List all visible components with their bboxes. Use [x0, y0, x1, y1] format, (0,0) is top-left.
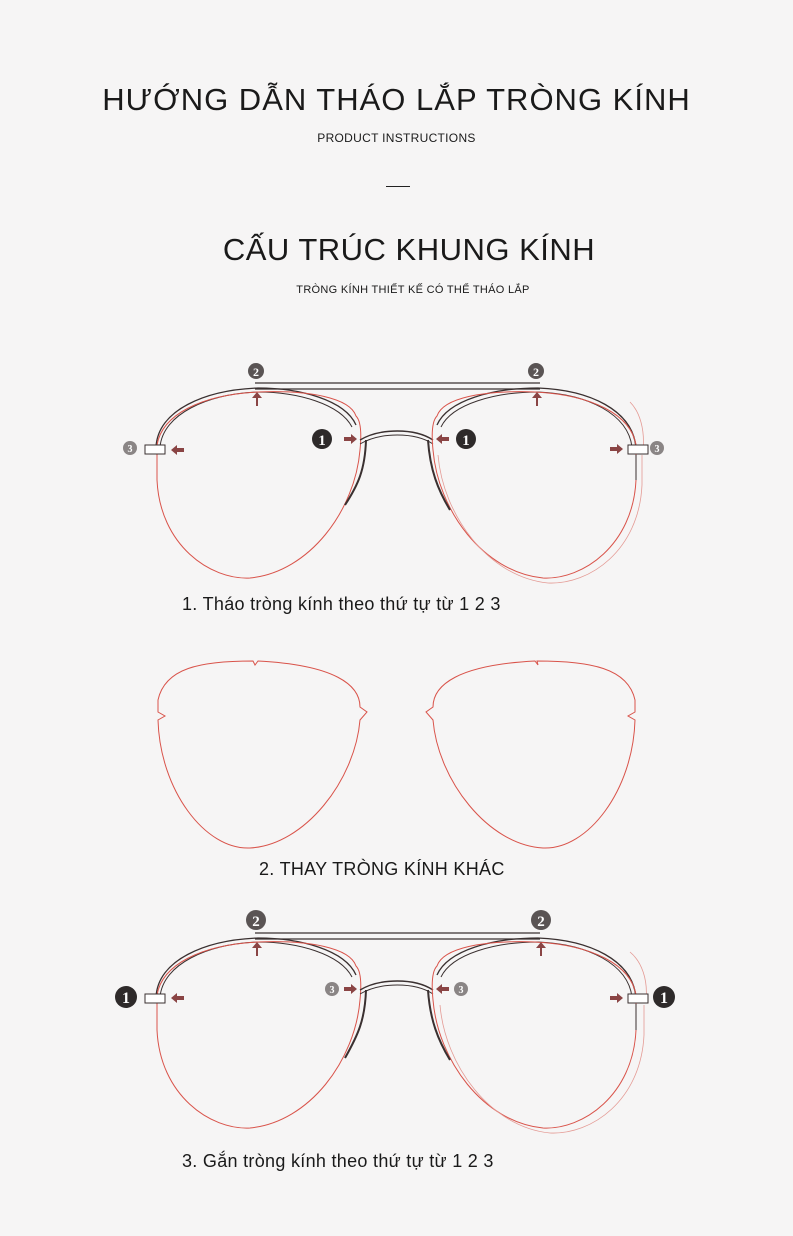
marker-badge-3-left: 3 — [325, 982, 339, 996]
svg-text:3: 3 — [330, 985, 335, 996]
svg-text:2: 2 — [537, 914, 545, 930]
right-lens — [431, 941, 637, 1129]
svg-text:1: 1 — [318, 433, 326, 449]
arrow-up-icon — [252, 392, 262, 406]
svg-text:1: 1 — [462, 433, 470, 449]
left-lens — [157, 660, 368, 849]
arrow-right-icon — [610, 993, 623, 1003]
right-lens — [431, 391, 637, 579]
marker-badge-2-right: 2 — [528, 363, 544, 379]
arrow-left-icon — [436, 434, 449, 444]
left-lens — [156, 941, 362, 1129]
svg-text:2: 2 — [533, 365, 539, 379]
divider — [386, 186, 410, 187]
arrow-up-icon — [532, 392, 542, 406]
page-subtitle: PRODUCT INSTRUCTIONS — [317, 131, 476, 145]
arrow-up-icon — [252, 942, 262, 956]
arrow-up-icon — [536, 942, 546, 956]
marker-badge-2-right: 2 — [531, 910, 551, 930]
svg-text:3: 3 — [128, 444, 133, 455]
arrow-left-icon — [171, 993, 184, 1003]
marker-badge-1-left: 1 — [312, 429, 332, 449]
arrow-right-icon — [344, 434, 357, 444]
section-title: CẤU TRÚC KHUNG KÍNH — [222, 232, 596, 267]
svg-text:2: 2 — [252, 914, 260, 930]
step-2-label: 2. THAY TRÒNG KÍNH KHÁC — [259, 859, 505, 879]
arrow-left-icon — [171, 445, 184, 455]
svg-text:3: 3 — [459, 985, 464, 996]
svg-text:1: 1 — [660, 990, 668, 1007]
arrow-left-icon — [436, 984, 449, 994]
marker-badge-2-left: 2 — [248, 363, 264, 379]
svg-text:1: 1 — [122, 990, 130, 1007]
marker-badge-3-right: 3 — [650, 441, 664, 455]
loose-lenses-diagram — [157, 660, 636, 849]
section-subtitle: TRÒNG KÍNH THIẾT KẾ CÓ THỂ THÁO LẮP — [296, 284, 530, 296]
right-lens — [425, 660, 636, 849]
step-3-label: 3. Gắn tròng kính theo thứ tự từ 1 2 3 — [182, 1151, 494, 1171]
arrow-right-icon — [344, 984, 357, 994]
marker-badge-1-left: 1 — [115, 986, 137, 1008]
svg-text:2: 2 — [253, 365, 259, 379]
marker-badge-1-right: 1 — [456, 429, 476, 449]
svg-text:3: 3 — [655, 444, 660, 455]
marker-badge-2-left: 2 — [246, 910, 266, 930]
page-title: HƯỚNG DẪN THÁO LẮP TRÒNG KÍNH — [102, 82, 691, 117]
glasses-remove-diagram: 2 2 1 1 3 3 — [123, 363, 664, 584]
marker-badge-3-right: 3 — [454, 982, 468, 996]
marker-badge-1-right: 1 — [653, 986, 675, 1008]
marker-badge-3-left: 3 — [123, 441, 137, 455]
step-1-label: 1. Tháo tròng kính theo thứ tự từ 1 2 3 — [182, 594, 501, 614]
left-lens — [156, 391, 362, 579]
arrow-right-icon — [610, 444, 623, 454]
glasses-attach-diagram: 2 2 3 3 1 1 — [115, 910, 675, 1134]
